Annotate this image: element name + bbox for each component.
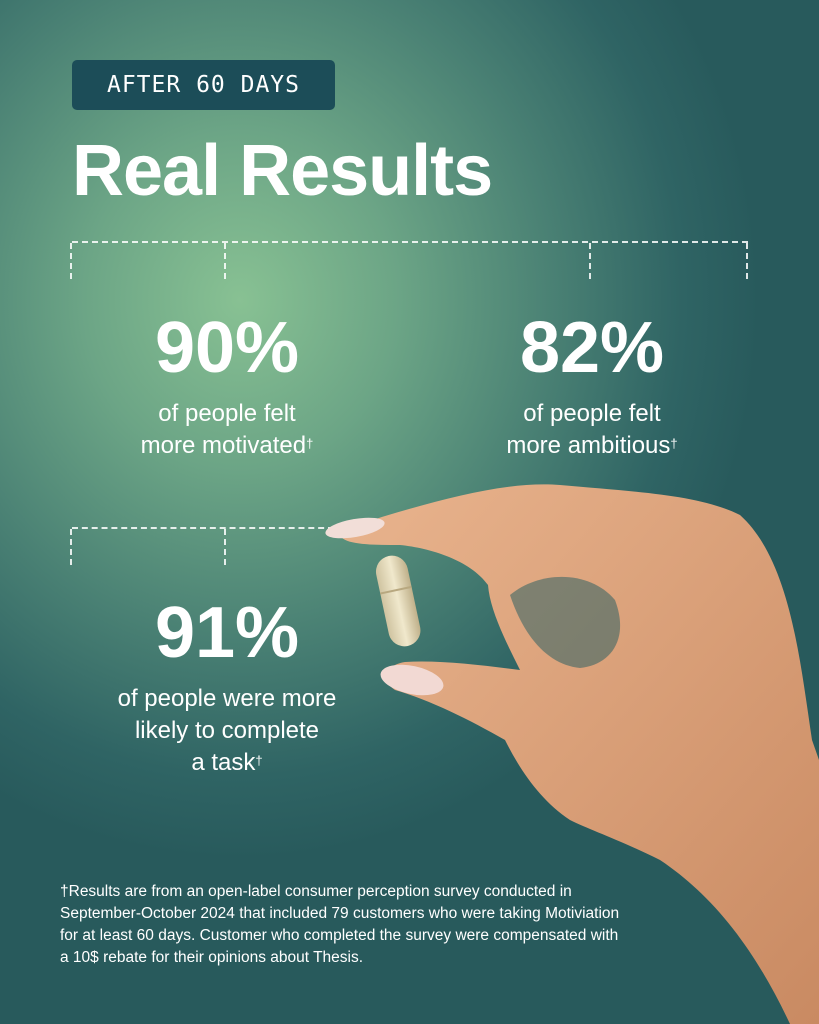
stat-value: 82% xyxy=(519,308,665,388)
period-badge: AFTER 60 DAYS xyxy=(72,60,335,110)
stat-description: of people felt more motivated† xyxy=(140,400,314,459)
stat-description: of people were more likely to complete a… xyxy=(117,685,337,776)
bracket-divider-bottom xyxy=(70,527,334,565)
page-title: Real Results xyxy=(72,131,493,211)
stat-value: 90% xyxy=(154,308,300,388)
stat-complete-task: 91% of people were more likely to comple… xyxy=(67,593,387,779)
stat-ambitious: 82% of people felt more ambitious† xyxy=(432,308,752,462)
stat-description: of people felt more ambitious† xyxy=(506,400,678,459)
bracket-divider-top xyxy=(70,241,748,279)
footnote: †Results are from an open-label consumer… xyxy=(60,883,620,966)
stat-value: 91% xyxy=(154,593,300,673)
stat-motivated: 90% of people felt more motivated† xyxy=(67,308,387,462)
